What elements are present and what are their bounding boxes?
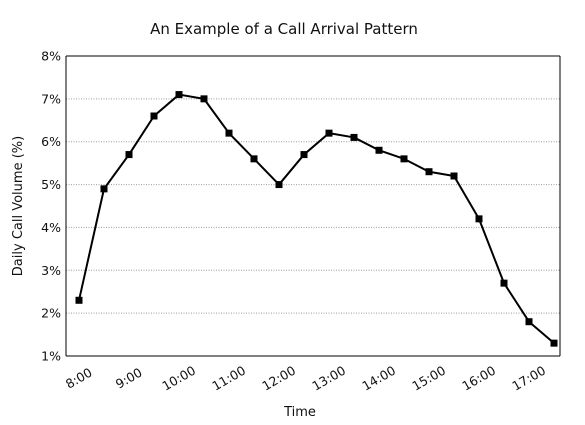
x-tick-label: 10:00 <box>159 363 198 394</box>
x-tick-label: 16:00 <box>459 363 498 394</box>
x-tick-label: 17:00 <box>509 363 548 394</box>
chart-title: An Example of a Call Arrival Pattern <box>150 20 418 38</box>
series-line <box>78 93 555 344</box>
y-tick-label: 5% <box>41 177 61 192</box>
y-tick-label: 6% <box>41 134 61 149</box>
y-axis-ticks: 1% 2% 3% 4% 5% 6% 7% 8% <box>41 49 61 364</box>
y-tick-label: 3% <box>41 263 61 278</box>
x-tick-label: 12:00 <box>259 363 298 394</box>
x-axis-ticks: 8:00 9:00 10:00 11:00 12:00 13:00 14:00 15:00 16… <box>63 363 548 394</box>
data-point <box>425 168 433 176</box>
x-tick-label: 13:00 <box>309 363 348 394</box>
data-point <box>200 95 208 103</box>
data-point <box>300 151 308 159</box>
x-tick-label: 9:00 <box>113 365 145 392</box>
data-point <box>475 215 483 223</box>
data-point <box>250 155 258 163</box>
data-point <box>150 112 158 120</box>
data-point <box>350 133 358 141</box>
x-tick-label: 8:00 <box>63 365 95 392</box>
x-tick-label: 15:00 <box>409 363 448 394</box>
data-point <box>550 339 558 347</box>
y-tick-label: 7% <box>41 91 61 106</box>
y-tick-label: 1% <box>41 349 61 364</box>
x-tick-label: 14:00 <box>359 363 398 394</box>
y-tick-label: 2% <box>41 306 61 321</box>
data-point <box>450 172 458 180</box>
data-point <box>400 155 408 163</box>
data-point <box>225 129 233 137</box>
x-axis-label: Time <box>283 405 316 420</box>
data-point <box>325 129 333 137</box>
x-tick-label: 11:00 <box>209 363 248 394</box>
series <box>75 91 558 347</box>
y-axis-label: Daily Call Volume (%) <box>11 136 26 276</box>
data-point <box>125 151 133 159</box>
data-point <box>75 296 83 304</box>
data-point <box>525 318 533 326</box>
plot-frame <box>65 55 561 357</box>
y-tick-label: 4% <box>41 220 61 235</box>
grid-lines <box>66 98 560 314</box>
data-point <box>375 146 383 154</box>
data-point <box>275 181 283 189</box>
data-point <box>500 279 508 287</box>
data-point <box>175 91 183 99</box>
y-tick-label: 8% <box>41 49 61 64</box>
data-point <box>100 185 108 193</box>
